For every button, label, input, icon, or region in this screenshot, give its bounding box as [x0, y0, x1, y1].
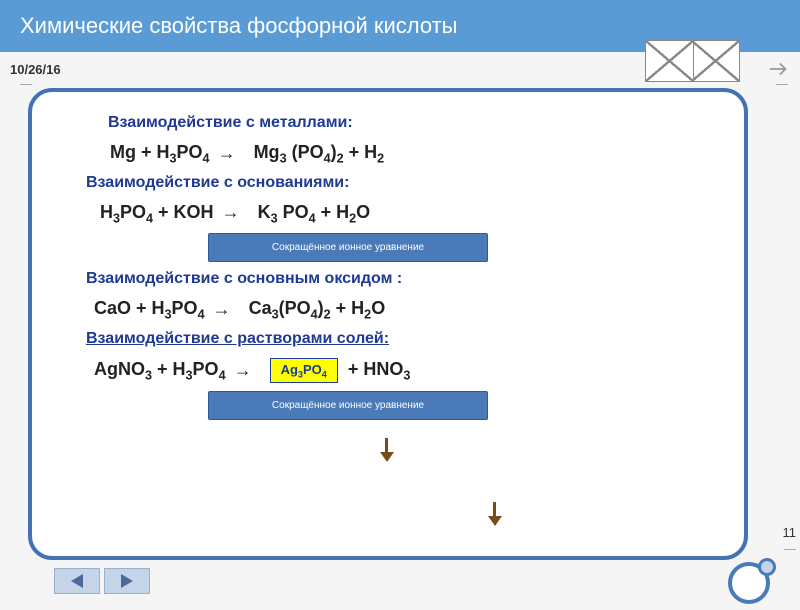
- tick-mark: [776, 84, 788, 85]
- eq-text: CaO + H3PO4: [94, 298, 205, 322]
- eq-text: Ca3(PO4)2 + H2O: [249, 298, 386, 322]
- equation-metals: Mg + H3PO4 Mg3 (PO4)2 + H2: [110, 142, 718, 166]
- content-frame: Взаимодействие с металлами: Mg + H3PO4 M…: [28, 88, 748, 560]
- section-metals-title: Взаимодействие с металлами:: [108, 114, 718, 132]
- equation-bases: H3PO4 + KOH K3 PO4 + H2O: [100, 202, 718, 226]
- eq-text: AgNO3 + H3PO4: [94, 359, 226, 383]
- triangle-right-icon: [121, 574, 133, 588]
- slide-title: Химические свойства фосфорной кислоты: [20, 13, 458, 39]
- reaction-arrow-icon: [211, 303, 243, 317]
- reaction-arrow-icon: [232, 364, 264, 378]
- precipitate-highlight: Ag3PO4: [270, 358, 338, 384]
- tick-mark: [20, 84, 32, 85]
- equation-oxide: CaO + H3PO4 Ca3(PO4)2 + H2O: [94, 298, 718, 322]
- page-number: 11: [783, 525, 797, 540]
- ionic-equation-button-1[interactable]: Сокращённое ионное уравнение: [208, 233, 488, 262]
- down-arrow-icon: [380, 438, 394, 462]
- prev-slide-button[interactable]: [54, 568, 100, 594]
- eq-text: + HNO3: [348, 359, 411, 383]
- section-salts-title: Взаимодействие с растворами солей:: [86, 330, 718, 348]
- eq-text: Mg3 (PO4)2 + H2: [254, 142, 385, 166]
- eq-text: K3 PO4 + H2O: [258, 202, 371, 226]
- reaction-arrow-icon: [216, 147, 248, 161]
- eq-text: H3PO4 + KOH: [100, 202, 214, 226]
- next-slide-button[interactable]: [104, 568, 150, 594]
- forward-arrow-icon[interactable]: [768, 60, 790, 78]
- section-oxide-title: Взаимодействие с основным оксидом :: [86, 270, 718, 288]
- eq-text: Mg + H3PO4: [110, 142, 210, 166]
- equation-salts: AgNO3 + H3PO4 Ag3PO4 + HNO3: [94, 358, 718, 384]
- ionic-equation-button-2[interactable]: Сокращённое ионное уравнение: [208, 391, 488, 420]
- reaction-arrow-icon: [220, 206, 252, 220]
- tick-mark: [784, 549, 796, 550]
- decorative-circles: [728, 562, 776, 610]
- section-bases-title: Взаимодействие с основаниями:: [86, 174, 718, 192]
- triangle-left-icon: [71, 574, 83, 588]
- down-arrow-icon: [488, 502, 502, 526]
- nav-rectangle[interactable]: [645, 40, 740, 82]
- date-label: 10/26/16: [10, 62, 61, 77]
